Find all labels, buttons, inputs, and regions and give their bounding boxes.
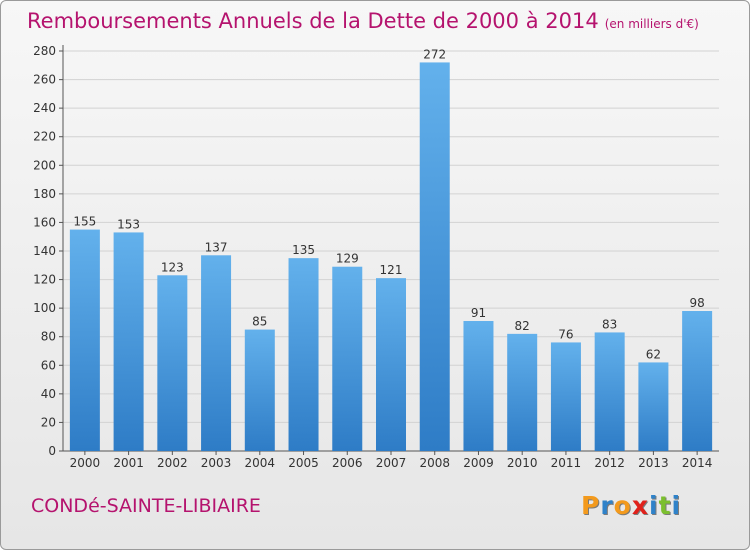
x-tick-label: 2013 — [638, 456, 669, 470]
logo-letter: t — [658, 491, 672, 520]
y-tick-label: 0 — [48, 444, 56, 458]
y-tick-label: 40 — [41, 387, 56, 401]
bars — [69, 62, 713, 452]
x-tick-label: 2002 — [157, 456, 188, 470]
x-tick-label: 2007 — [376, 456, 407, 470]
bar — [682, 311, 713, 451]
x-tick-label: 2012 — [594, 456, 625, 470]
data-label: 98 — [689, 296, 704, 310]
logo-letter: o — [613, 491, 632, 520]
proxiti-logo: Proxiti — [581, 491, 681, 520]
y-tick-labels: 0 20 40 60 80 100 120 140 160 180 200 220 240 260 280 — [33, 44, 56, 458]
data-label: 153 — [117, 217, 140, 231]
x-tick-labels: 2000 2001 2002 2003 2004 2005 2006 2007 2008 2009… — [70, 451, 713, 470]
x-tick-label: 2009 — [463, 456, 494, 470]
y-tick-label: 120 — [33, 273, 56, 287]
data-label: 137 — [205, 240, 228, 254]
data-label: 123 — [161, 260, 184, 274]
bar — [113, 232, 144, 451]
data-label: 129 — [336, 252, 359, 266]
bar — [69, 229, 100, 451]
bar — [332, 266, 363, 451]
bar — [201, 255, 232, 451]
data-label: 83 — [602, 317, 617, 331]
bar — [244, 329, 275, 451]
y-tick-label: 200 — [33, 158, 56, 172]
data-label: 82 — [515, 319, 530, 333]
data-label: 135 — [292, 243, 315, 257]
x-tick-label: 2004 — [245, 456, 276, 470]
y-tick-label: 280 — [33, 44, 56, 58]
y-tick-label: 240 — [33, 101, 56, 115]
bar — [288, 258, 319, 451]
bar — [157, 275, 188, 451]
y-tick-label: 100 — [33, 301, 56, 315]
data-label: 121 — [380, 263, 403, 277]
y-tick-label: 60 — [41, 358, 56, 372]
data-labels: 155 153 123 137 85 135 129 121 272 91 82 76 83 62 98 — [73, 47, 704, 361]
data-label: 62 — [646, 347, 661, 361]
x-tick-label: 2006 — [332, 456, 363, 470]
y-tick-label: 20 — [41, 415, 56, 429]
x-tick-label: 2008 — [419, 456, 450, 470]
bar — [594, 332, 625, 451]
data-label: 272 — [423, 47, 446, 61]
x-tick-label: 2000 — [70, 456, 101, 470]
y-tick-label: 140 — [33, 244, 56, 258]
bar — [376, 278, 406, 451]
logo-letter: P — [581, 491, 601, 520]
x-tick-label: 2010 — [507, 456, 538, 470]
data-label: 91 — [471, 306, 486, 320]
x-tick-label: 2011 — [551, 456, 582, 470]
bar — [507, 333, 538, 451]
chart-title: Remboursements Annuels de la Dette de 20… — [27, 9, 699, 33]
x-tick-label: 2001 — [113, 456, 144, 470]
bar — [638, 362, 669, 451]
logo-letter: r — [600, 491, 614, 520]
y-tick-label: 260 — [33, 73, 56, 87]
y-tick-label: 160 — [33, 215, 56, 229]
data-label: 155 — [73, 215, 96, 229]
x-tick-label: 2014 — [682, 456, 713, 470]
y-tick-label: 220 — [33, 130, 56, 144]
chart-title-text: Remboursements Annuels de la Dette de 20… — [27, 9, 599, 33]
data-label: 85 — [252, 315, 267, 329]
logo-letter: i — [671, 491, 682, 520]
y-tick-label: 180 — [33, 187, 56, 201]
logo-letter: i — [649, 491, 659, 520]
x-tick-label: 2003 — [201, 456, 232, 470]
commune-name: CONDé-SAINTE-LIBIAIRE — [31, 495, 261, 517]
bar — [463, 321, 494, 451]
bar — [550, 342, 581, 451]
bar — [419, 62, 450, 452]
data-label: 76 — [558, 327, 573, 341]
x-tick-label: 2005 — [288, 456, 319, 470]
logo-letter: x — [631, 491, 649, 520]
y-tick-label: 80 — [41, 330, 56, 344]
chart-unit: (en milliers d'€) — [604, 17, 699, 31]
